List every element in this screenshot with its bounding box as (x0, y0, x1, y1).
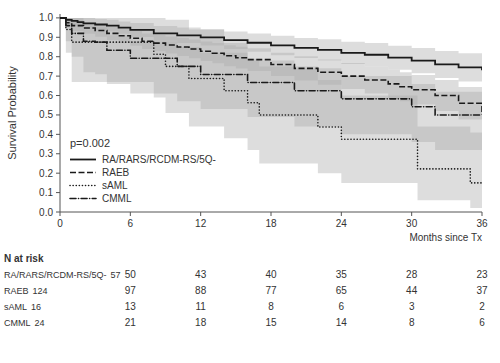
y-tick-label: 0.3 (39, 148, 53, 159)
risk-value: 43 (195, 269, 207, 280)
risk-value: 44 (406, 285, 418, 296)
x-tick-label: 12 (195, 218, 207, 229)
risk-value: 8 (409, 317, 415, 328)
x-tick (482, 212, 483, 216)
risk-row-name: sAML (4, 302, 27, 312)
risk-row-label: sAML 16 (4, 302, 41, 312)
x-tick-label: 18 (265, 218, 277, 229)
km-line (60, 18, 482, 115)
legend-swatch (70, 159, 96, 161)
km-line (60, 18, 482, 115)
y-tick (56, 37, 60, 38)
risk-value: 35 (336, 269, 348, 280)
annotation: p=0.002 (70, 137, 110, 149)
chart: 0.0 0.1 0.2 0.3 0.4 0.5 0.6 0.7 0.8 0.9 1.0 0 6 12 18 2… (0, 0, 500, 363)
legend-label: RA/RARS/RCDM-RS/5Q- (102, 154, 216, 165)
risk-row-label: CMML 24 (4, 318, 45, 328)
legend-label: CMML (102, 193, 132, 204)
risk-value: 6 (479, 317, 485, 328)
y-tick (56, 212, 60, 213)
x-tick-label: 30 (406, 218, 418, 229)
risk-value: 77 (265, 285, 277, 296)
y-tick-label: 0.2 (39, 168, 53, 179)
risk-row-n0: 16 (31, 302, 41, 312)
legend-swatch (70, 198, 96, 200)
risk-row-label: RAEB 124 (4, 286, 48, 296)
risk-value: 23 (476, 269, 488, 280)
risk-value: 37 (476, 285, 488, 296)
risk-value: 28 (406, 269, 418, 280)
risk-value: 50 (125, 269, 137, 280)
risk-row-name: RAEB (4, 286, 29, 296)
axes: 0.0 0.1 0.2 0.3 0.4 0.5 0.6 0.7 0.8 0.9 1.0 0 6 12 18 2… (39, 12, 488, 229)
risk-value: 6 (339, 301, 345, 312)
risk-table-title: N at risk (4, 253, 44, 264)
risk-row-name: CMML (4, 318, 31, 328)
x-tick (200, 212, 201, 216)
x-tick-label: 0 (57, 218, 63, 229)
x-axis-label: Months since Tx (409, 232, 482, 243)
y-tick-label: 0.6 (39, 90, 53, 101)
y-tick (56, 153, 60, 154)
y-tick (56, 173, 60, 174)
x-tick (60, 212, 61, 216)
y-axis-label: Survival Probability (6, 66, 18, 160)
y-tick-label: 0.1 (39, 187, 53, 198)
risk-value: 40 (265, 269, 277, 280)
legend-label: sAML (102, 180, 128, 191)
y-tick (56, 76, 60, 77)
x-tick (271, 212, 272, 216)
x-tick (341, 212, 342, 216)
km-line (60, 18, 482, 183)
y-tick-label: 0.0 (39, 207, 53, 218)
y-tick-label: 0.8 (39, 51, 53, 62)
risk-value: 97 (125, 285, 137, 296)
risk-row-n0: 57 (111, 270, 121, 280)
risk-value: 88 (195, 285, 207, 296)
ci-band (60, 18, 482, 208)
y-tick (56, 56, 60, 57)
ci-band (60, 18, 482, 150)
risk-value: 13 (125, 301, 137, 312)
plot-area (60, 18, 482, 208)
risk-value: 15 (265, 317, 277, 328)
x-tick (411, 212, 412, 216)
risk-table: N at riskRA/RARS/RCDM-RS/5Q-575043403528… (4, 253, 488, 328)
risk-row-label: RA/RARS/RCDM-RS/5Q- 57 (4, 270, 121, 280)
risk-value: 65 (336, 285, 348, 296)
risk-row-n0: 24 (35, 318, 45, 328)
y-tick (56, 192, 60, 193)
x-tick (130, 212, 131, 216)
y-tick (56, 17, 60, 18)
risk-value: 11 (195, 301, 206, 312)
y-tick (56, 114, 60, 115)
x-tick-label: 36 (476, 218, 488, 229)
risk-value: 3 (409, 301, 415, 312)
y-tick-label: 0.7 (39, 71, 53, 82)
legend-swatch (70, 185, 96, 187)
y-axis-line (60, 14, 61, 212)
risk-value: 2 (479, 301, 485, 312)
legend-label: RAEB (102, 167, 130, 178)
legend: RA/RARS/RCDM-RS/5Q- RAEB sAML CMML (70, 154, 216, 204)
risk-row-n0: 124 (33, 286, 48, 296)
y-tick-label: 0.9 (39, 32, 53, 43)
risk-value: 21 (125, 317, 137, 328)
x-tick-label: 24 (336, 218, 348, 229)
risk-value: 18 (195, 317, 207, 328)
y-tick (56, 95, 60, 96)
y-tick-label: 1.0 (39, 12, 53, 23)
y-tick (56, 134, 60, 135)
risk-row-name: RA/RARS/RCDM-RS/5Q- (4, 270, 107, 280)
legend-swatch (70, 172, 96, 174)
y-tick-label: 0.4 (39, 129, 53, 140)
x-tick-label: 6 (128, 218, 134, 229)
y-tick-label: 0.5 (39, 109, 53, 120)
risk-value: 14 (336, 317, 348, 328)
risk-value: 8 (268, 301, 274, 312)
